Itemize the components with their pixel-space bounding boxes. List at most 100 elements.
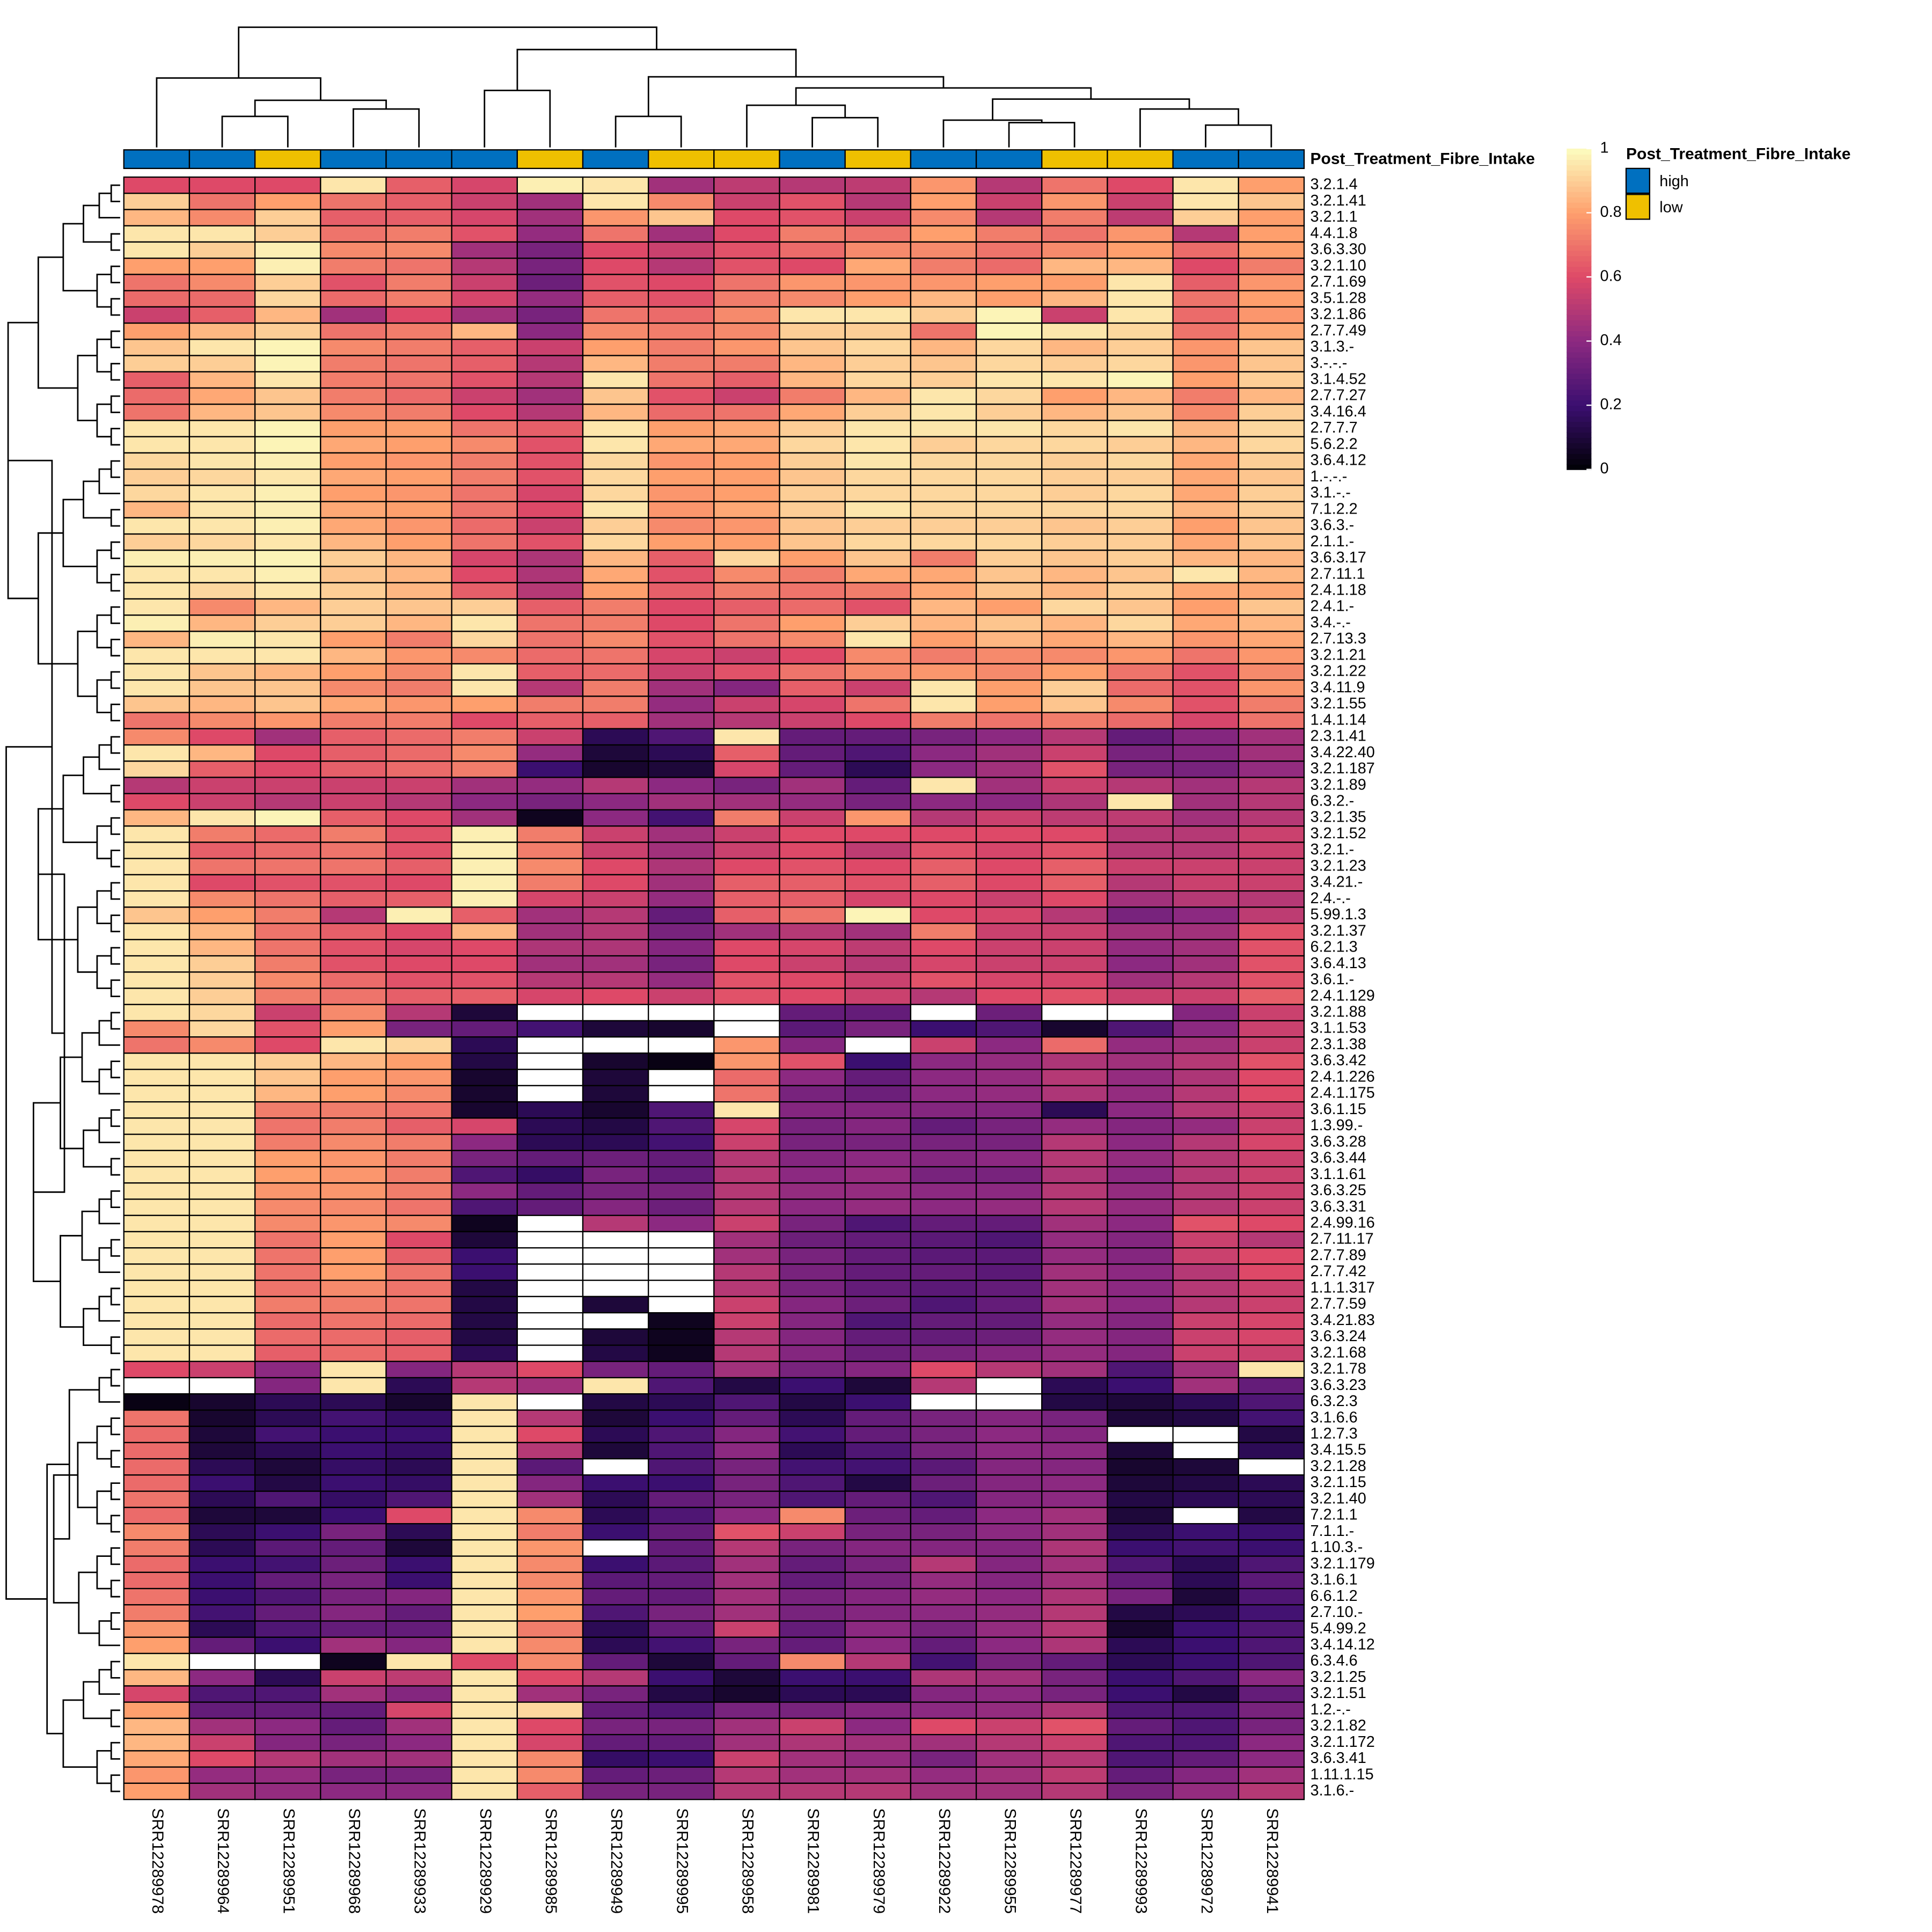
heat-cell <box>910 1717 977 1736</box>
heat-cell <box>779 1539 846 1557</box>
row-label: 3.6.4.12 <box>1311 452 1366 469</box>
heat-cell <box>1172 176 1239 194</box>
heat-cell <box>516 793 584 811</box>
row-label: 3.6.3.23 <box>1311 1377 1366 1394</box>
heat-cell <box>713 679 780 697</box>
heat-cell <box>779 1198 846 1216</box>
heat-cell <box>254 387 321 405</box>
heat-cell <box>516 468 584 486</box>
heat-cell <box>713 1717 780 1736</box>
heat-cell <box>1238 1701 1305 1719</box>
heat-cell <box>975 939 1043 957</box>
heat-cell <box>123 355 191 372</box>
heat-cell <box>1041 874 1108 892</box>
heat-cell <box>1172 1166 1239 1184</box>
heat-cell <box>1107 1231 1174 1249</box>
annotation-cell <box>254 149 321 169</box>
row-label: 1.4.1.14 <box>1311 711 1366 728</box>
heat-cell <box>648 744 715 762</box>
heat-cell <box>910 906 977 924</box>
heat-cell <box>1172 404 1239 421</box>
heat-cell <box>385 793 452 811</box>
heat-cell <box>1041 1652 1108 1671</box>
heat-cell <box>451 1085 518 1103</box>
heat-cell <box>188 1425 256 1444</box>
heat-cell <box>1107 955 1174 973</box>
heat-cell <box>648 1117 715 1135</box>
na-cell <box>1172 1441 1239 1460</box>
heat-cell <box>254 1393 321 1411</box>
heat-cell <box>648 631 715 648</box>
heat-cell <box>451 696 518 713</box>
heat-cell <box>123 1652 191 1671</box>
heat-cell <box>1172 1701 1239 1719</box>
colorbar-step <box>1567 287 1592 294</box>
heat-cell <box>844 1669 912 1687</box>
heat-cell <box>516 582 584 600</box>
heat-cell <box>385 1344 452 1362</box>
colorbar-step <box>1567 378 1592 385</box>
heat-cell <box>910 225 977 243</box>
heat-cell <box>320 1571 387 1590</box>
heat-cell <box>188 1766 256 1784</box>
heat-cell <box>123 1166 191 1184</box>
heat-cell <box>385 501 452 519</box>
heat-cell <box>385 387 452 405</box>
heat-cell <box>254 1101 321 1119</box>
heat-cell <box>1041 193 1108 210</box>
row-label: 1.11.1.15 <box>1311 1766 1374 1783</box>
heat-cell <box>320 1133 387 1152</box>
heat-cell <box>713 1312 780 1330</box>
heat-cell <box>910 404 977 421</box>
heat-cell <box>1107 614 1174 632</box>
heat-cell <box>451 679 518 697</box>
heat-cell <box>648 1328 715 1346</box>
heat-cell <box>516 322 584 340</box>
heat-cell <box>779 1409 846 1427</box>
heat-cell <box>1238 1085 1305 1103</box>
heat-cell <box>1238 987 1305 1005</box>
heat-cell <box>1172 1782 1239 1801</box>
heat-cell <box>516 1182 584 1200</box>
heat-cell <box>648 825 715 843</box>
heat-cell <box>516 1636 584 1655</box>
heat-cell <box>188 825 256 843</box>
heat-cell <box>713 874 780 892</box>
heat-cell <box>385 744 452 762</box>
heat-cell <box>844 485 912 502</box>
heat-cell <box>385 906 452 924</box>
heat-cell <box>188 663 256 681</box>
heat-cell <box>123 1587 191 1606</box>
row-label: 2.7.11.1 <box>1311 565 1365 582</box>
heat-cell <box>516 1409 584 1427</box>
row-label: 3.2.1.55 <box>1311 695 1366 712</box>
row-label: 7.1.1.- <box>1311 1523 1355 1540</box>
heat-cell <box>320 1409 387 1427</box>
heat-cell <box>582 306 649 324</box>
heat-cell <box>910 1669 977 1687</box>
heat-cell <box>779 452 846 470</box>
heat-cell <box>910 1247 977 1265</box>
heat-cell <box>254 1247 321 1265</box>
heat-cell <box>1172 1393 1239 1411</box>
heat-cell <box>123 274 191 291</box>
heat-cell <box>1172 1717 1239 1736</box>
heat-cell <box>582 1782 649 1801</box>
heat-cell <box>975 1360 1043 1379</box>
heat-cell <box>582 1198 649 1216</box>
heat-cell <box>713 939 780 957</box>
heat-cell <box>910 1279 977 1298</box>
heat-cell <box>1238 793 1305 811</box>
heat-cell <box>123 1052 191 1070</box>
heat-cell <box>1172 1328 1239 1346</box>
row-label: 3.2.1.78 <box>1311 1360 1366 1378</box>
heat-cell <box>844 987 912 1005</box>
heat-cell <box>975 1766 1043 1784</box>
heat-cell <box>1238 1490 1305 1509</box>
na-cell <box>910 1393 977 1411</box>
na-cell <box>188 1652 256 1671</box>
heat-cell <box>1238 1214 1305 1233</box>
heat-cell <box>582 1117 649 1135</box>
heat-cell <box>254 290 321 308</box>
heat-cell <box>779 1101 846 1119</box>
